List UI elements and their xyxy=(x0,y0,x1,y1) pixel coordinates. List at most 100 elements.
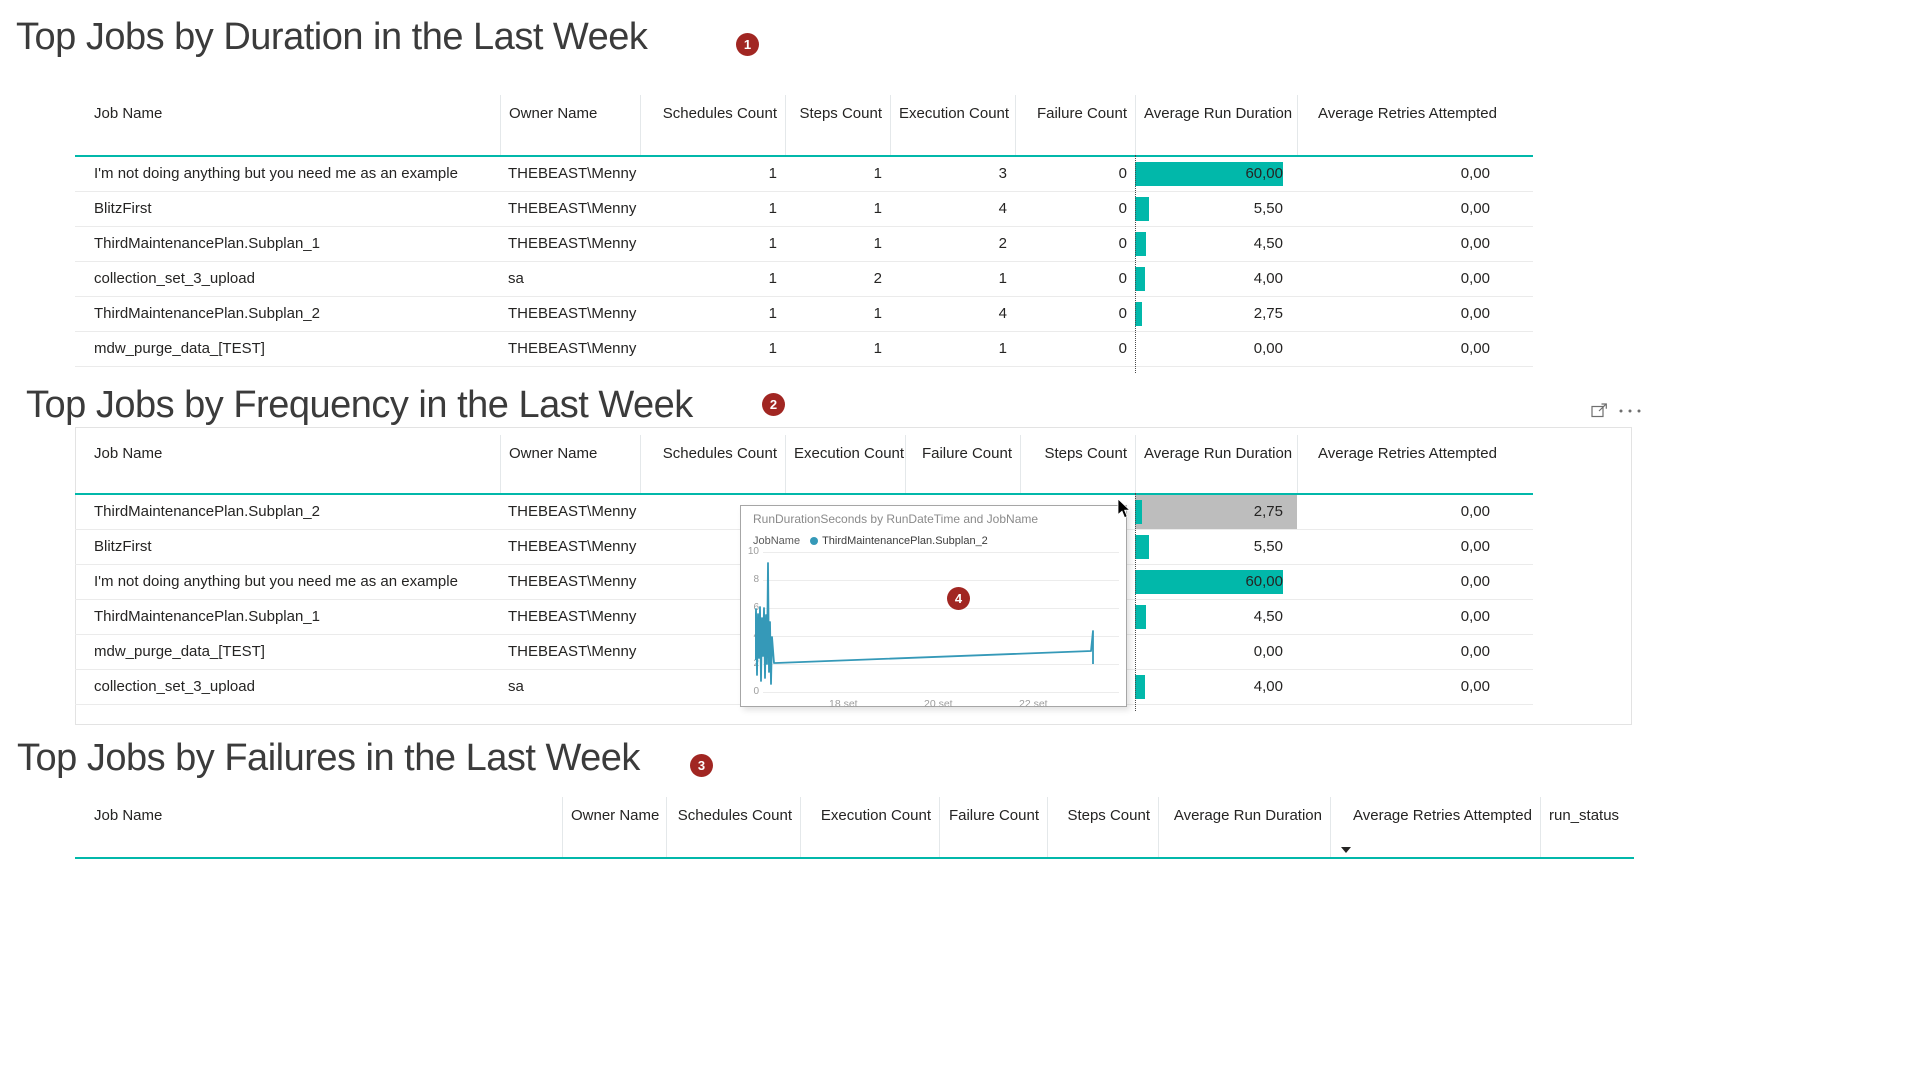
table-cell[interactable] xyxy=(1505,495,1533,529)
table-cell[interactable]: 0 xyxy=(1015,332,1135,366)
table-row[interactable]: ThirdMaintenancePlan.Subplan_2 THEBEAST\M… xyxy=(75,297,1533,332)
table-cell[interactable] xyxy=(1505,530,1533,564)
column-header-job-name[interactable]: Job Name xyxy=(94,807,163,824)
table-cell[interactable]: 3 xyxy=(890,157,1015,191)
table-row[interactable]: collection_set_3_upload sa 1 2 1 0 4,00 0,00 xyxy=(75,262,1533,297)
table-cell[interactable] xyxy=(1505,670,1533,704)
table-row[interactable]: I'm not doing anything but you need me a… xyxy=(75,565,1533,600)
table-cell[interactable]: THEBEAST\Menny xyxy=(500,600,640,634)
table-cell[interactable] xyxy=(1505,565,1533,599)
table-cell[interactable]: BlitzFirst xyxy=(75,192,500,226)
table-cell[interactable]: 1 xyxy=(640,332,785,366)
table-cell[interactable]: mdw_purge_data_[TEST] xyxy=(75,332,500,366)
column-header-failure-count[interactable]: Failure Count xyxy=(1015,95,1135,155)
table-cell[interactable]: ThirdMaintenancePlan.Subplan_1 xyxy=(75,227,500,261)
table-cell[interactable] xyxy=(1505,192,1533,226)
more-options-icon[interactable] xyxy=(1618,407,1642,415)
table-cell[interactable]: collection_set_3_upload xyxy=(75,262,500,296)
table-cell[interactable] xyxy=(1505,157,1533,191)
table-cell[interactable]: THEBEAST\Menny xyxy=(500,495,640,529)
table-cell[interactable]: 4,00 xyxy=(1135,670,1297,704)
table-cell[interactable]: THEBEAST\Menny xyxy=(500,157,640,191)
table-cell[interactable]: 1 xyxy=(640,262,785,296)
column-header-steps-count[interactable]: Steps Count xyxy=(1020,435,1135,493)
table-cell[interactable]: THEBEAST\Menny xyxy=(500,297,640,331)
column-header-owner-name[interactable]: Owner Name xyxy=(500,95,640,155)
table-cell[interactable]: 60,00 xyxy=(1135,565,1297,599)
table-cell[interactable]: collection_set_3_upload xyxy=(75,670,500,704)
table-cell[interactable]: I'm not doing anything but you need me a… xyxy=(75,157,500,191)
table-cell[interactable]: THEBEAST\Menny xyxy=(500,332,640,366)
table-cell[interactable]: 0,00 xyxy=(1297,227,1505,261)
table-row[interactable]: mdw_purge_data_[TEST] THEBEAST\Menny 0,00 0… xyxy=(75,635,1533,670)
table-cell[interactable] xyxy=(1505,600,1533,634)
column-header-average-run-duration[interactable]: Average Run Duration xyxy=(1158,797,1330,857)
table-cell[interactable]: 1 xyxy=(640,227,785,261)
table-cell[interactable]: 2,75 xyxy=(1135,495,1297,529)
column-header-average-run-duration[interactable]: Average Run Duration xyxy=(1135,435,1297,493)
table-cell[interactable] xyxy=(1505,635,1533,669)
column-header-average-retries-attempted[interactable]: Average Retries Attempted xyxy=(1297,435,1505,493)
table-cell[interactable]: 1 xyxy=(640,157,785,191)
column-header-schedules-count[interactable]: Schedules Count xyxy=(666,797,800,857)
table-cell[interactable]: 4,50 xyxy=(1135,600,1297,634)
column-header-owner-name[interactable]: Owner Name xyxy=(562,797,666,857)
focus-mode-icon[interactable] xyxy=(1591,403,1608,418)
column-header-job-name[interactable]: Job Name xyxy=(94,105,163,122)
column-header-schedules-count[interactable]: Schedules Count xyxy=(640,435,785,493)
table-cell[interactable]: 0,00 xyxy=(1297,530,1505,564)
table-cell[interactable]: 2,75 xyxy=(1135,297,1297,331)
column-header-average-retries-attempted[interactable]: Average Retries Attempted xyxy=(1330,797,1540,857)
table-cell[interactable]: ThirdMaintenancePlan.Subplan_2 xyxy=(75,495,500,529)
column-header-failure-count[interactable]: Failure Count xyxy=(939,797,1047,857)
table-cell[interactable]: 4 xyxy=(890,297,1015,331)
table-cell[interactable]: 1 xyxy=(785,227,890,261)
table-cell[interactable]: 0,00 xyxy=(1297,565,1505,599)
table-cell[interactable]: 0,00 xyxy=(1135,635,1297,669)
table-cell[interactable]: 1 xyxy=(890,332,1015,366)
column-header-average-retries-attempted[interactable]: Average Retries Attempted xyxy=(1297,95,1505,155)
column-header-owner-name[interactable]: Owner Name xyxy=(500,435,640,493)
column-header-execution-count[interactable]: Execution Count xyxy=(785,435,905,493)
table-cell[interactable]: I'm not doing anything but you need me a… xyxy=(75,565,500,599)
column-header-steps-count[interactable]: Steps Count xyxy=(785,95,890,155)
table-cell[interactable]: THEBEAST\Menny xyxy=(500,530,640,564)
column-header-schedules-count[interactable]: Schedules Count xyxy=(640,95,785,155)
column-header-steps-count[interactable]: Steps Count xyxy=(1047,797,1158,857)
table-cell[interactable]: THEBEAST\Menny xyxy=(500,565,640,599)
column-header-failure-count[interactable]: Failure Count xyxy=(905,435,1020,493)
table-cell[interactable]: 0,00 xyxy=(1297,192,1505,226)
table-cell[interactable]: 4 xyxy=(890,192,1015,226)
table-cell[interactable]: 1 xyxy=(785,332,890,366)
table-cell[interactable] xyxy=(1505,297,1533,331)
table-cell[interactable]: 0,00 xyxy=(1297,495,1505,529)
table-row[interactable]: I'm not doing anything but you need me a… xyxy=(75,157,1533,192)
column-header-job-name[interactable]: Job Name xyxy=(94,445,163,462)
table-cell[interactable]: 0 xyxy=(1015,157,1135,191)
table-row[interactable]: BlitzFirst THEBEAST\Menny 1 1 4 0 5,50 0,00 xyxy=(75,192,1533,227)
table-row[interactable]: mdw_purge_data_[TEST] THEBEAST\Menny 1 1 1 0 0… xyxy=(75,332,1533,367)
table-cell[interactable]: 0 xyxy=(1015,192,1135,226)
table-cell[interactable]: THEBEAST\Menny xyxy=(500,227,640,261)
column-header-execution-count[interactable]: Execution Count xyxy=(800,797,939,857)
table-cell[interactable]: 0,00 xyxy=(1297,262,1505,296)
table-cell[interactable]: 0 xyxy=(1015,262,1135,296)
table-row[interactable]: ThirdMaintenancePlan.Subplan_1 THEBEAST\M… xyxy=(75,227,1533,262)
table-cell[interactable]: 5,50 xyxy=(1135,530,1297,564)
table-cell[interactable]: 0 xyxy=(1015,297,1135,331)
table-cell[interactable]: 4,00 xyxy=(1135,262,1297,296)
table-cell[interactable]: 1 xyxy=(640,192,785,226)
table-cell[interactable]: 5,50 xyxy=(1135,192,1297,226)
table-cell[interactable]: 0,00 xyxy=(1297,670,1505,704)
table-cell[interactable]: 2 xyxy=(890,227,1015,261)
table-cell[interactable]: THEBEAST\Menny xyxy=(500,635,640,669)
table-cell[interactable]: 2 xyxy=(785,262,890,296)
table-cell[interactable] xyxy=(1505,332,1533,366)
table-cell[interactable] xyxy=(1505,262,1533,296)
table-cell[interactable]: 0 xyxy=(1015,227,1135,261)
table-cell[interactable]: 1 xyxy=(785,192,890,226)
table-cell[interactable]: 1 xyxy=(785,297,890,331)
column-header-execution-count[interactable]: Execution Count xyxy=(890,95,1015,155)
table-cell[interactable]: 4,50 xyxy=(1135,227,1297,261)
table-cell[interactable]: 1 xyxy=(785,157,890,191)
